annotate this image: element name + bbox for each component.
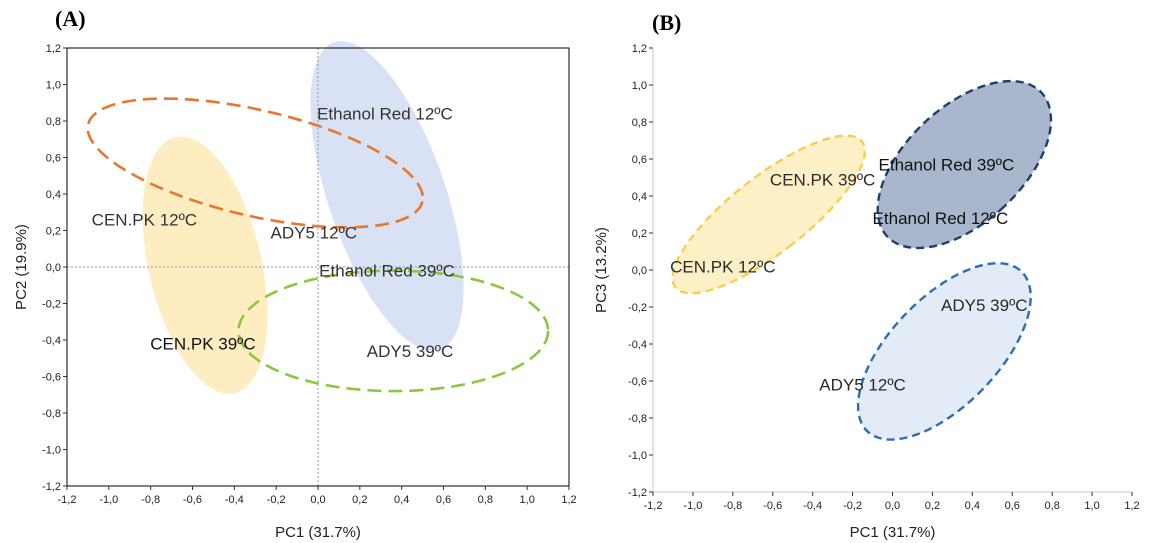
x-tick-label: -0,4 bbox=[803, 500, 822, 512]
y-tick-label: 0,8 bbox=[46, 116, 61, 128]
panel-letter: (B) bbox=[652, 10, 681, 35]
x-tick-label: 0,0 bbox=[885, 500, 900, 512]
y-axis-title: PC3 (13.2%) bbox=[593, 227, 610, 313]
point-label: CEN.PK 12ºC bbox=[670, 257, 775, 276]
x-tick-label: -0,2 bbox=[843, 500, 862, 512]
y-tick-label: -0,2 bbox=[628, 302, 647, 314]
y-tick-label: -1,2 bbox=[42, 481, 61, 493]
y-tick-label: -0,2 bbox=[42, 299, 61, 311]
y-tick-label: 1,2 bbox=[632, 43, 647, 55]
point-label: Ethanol Red 12ºC bbox=[317, 105, 453, 124]
y-tick-label: 0,2 bbox=[46, 226, 61, 238]
point-label: Ethanol Red 39ºC bbox=[879, 156, 1015, 175]
y-tick-label: -0,8 bbox=[628, 413, 647, 425]
y-tick-label: -0,6 bbox=[628, 376, 647, 388]
y-tick-label: 0,0 bbox=[46, 262, 61, 274]
ellipse-39-c bbox=[237, 269, 550, 393]
x-tick-label: 0,0 bbox=[310, 494, 325, 506]
point-label: ADY5 12ºC bbox=[271, 223, 358, 242]
y-tick-label: 0,2 bbox=[632, 228, 647, 240]
x-tick-label: -1,2 bbox=[644, 500, 663, 512]
x-tick-label: 1,0 bbox=[520, 494, 535, 506]
x-tick-label: 1,2 bbox=[561, 494, 576, 506]
x-tick-label: -1,2 bbox=[58, 494, 77, 506]
x-tick-label: -0,6 bbox=[183, 494, 202, 506]
y-tick-label: -1,2 bbox=[628, 487, 647, 499]
y-tick-label: 0,6 bbox=[632, 154, 647, 166]
y-tick-label: 1,0 bbox=[46, 80, 61, 92]
point-label: CEN.PK 39ºC bbox=[150, 335, 255, 354]
x-tick-label: 0,6 bbox=[1005, 500, 1020, 512]
x-tick-label: 0,6 bbox=[436, 494, 451, 506]
y-tick-label: 0,8 bbox=[632, 117, 647, 129]
point-label: Ethanol Red 39ºC bbox=[319, 262, 455, 281]
x-axis-title: PC1 (31.7%) bbox=[850, 524, 936, 541]
y-tick-label: 0,0 bbox=[632, 265, 647, 277]
x-tick-label: 0,8 bbox=[1045, 500, 1060, 512]
point-label: ADY5 12ºC bbox=[819, 376, 906, 395]
point-label: Ethanol Red 12ºC bbox=[873, 209, 1009, 228]
x-axis-title: PC1 (31.7%) bbox=[275, 524, 361, 541]
point-label: ADY5 39ºC bbox=[941, 296, 1028, 315]
y-tick-label: -0,6 bbox=[42, 372, 61, 384]
y-tick-label: 0,4 bbox=[46, 189, 61, 201]
ellipse-ady5 bbox=[856, 262, 1032, 441]
y-axis-title: PC2 (19.9%) bbox=[13, 224, 30, 310]
point-label: CEN.PK 12ºC bbox=[92, 211, 197, 230]
x-tick-label: 0,2 bbox=[925, 500, 940, 512]
ellipse-cen-pk bbox=[671, 134, 867, 295]
ellipse-cen-pk bbox=[142, 136, 268, 394]
x-tick-label: 0,4 bbox=[394, 494, 409, 506]
y-tick-label: -1,0 bbox=[628, 450, 647, 462]
y-tick-label: -1,0 bbox=[42, 445, 61, 457]
point-label: ADY5 39ºC bbox=[367, 342, 454, 361]
y-tick-label: 1,2 bbox=[46, 43, 61, 55]
x-tick-label: -0,4 bbox=[225, 494, 244, 506]
ellipse-ethanol-red bbox=[876, 79, 1053, 250]
x-tick-label: -0,2 bbox=[267, 494, 286, 506]
x-tick-label: 1,2 bbox=[1124, 500, 1139, 512]
x-tick-label: -0,8 bbox=[141, 494, 160, 506]
ellipse-ethanol-red bbox=[310, 41, 464, 351]
ellipse-12-c bbox=[86, 97, 425, 229]
y-tick-label: -0,4 bbox=[42, 335, 61, 347]
x-tick-label: 0,2 bbox=[352, 494, 367, 506]
x-tick-label: -1,0 bbox=[99, 494, 118, 506]
y-tick-label: -0,4 bbox=[628, 339, 647, 351]
y-tick-label: 0,6 bbox=[46, 153, 61, 165]
y-tick-label: -0,8 bbox=[42, 408, 61, 420]
y-tick-label: 1,0 bbox=[632, 80, 647, 92]
x-tick-label: -0,8 bbox=[723, 500, 742, 512]
y-tick-label: 0,4 bbox=[632, 191, 647, 203]
x-tick-label: 0,4 bbox=[965, 500, 980, 512]
chart-panel-a: (A) -1,2 -1,0 -0,8 -0,6 -0,4 -0,2 0,0 0,2 0,4 0,6 0… bbox=[13, 6, 577, 541]
x-tick-label: -0,6 bbox=[763, 500, 782, 512]
x-tick-label: 0,8 bbox=[478, 494, 493, 506]
x-tick-label: -1,0 bbox=[683, 500, 702, 512]
chart-panel-b: (B) -1,2 -1,0 -0,8 -0,6 -0,4 -0,2 0,0 0,2 0,4 0,6 0… bbox=[593, 10, 1140, 541]
point-label: CEN.PK 39ºC bbox=[770, 170, 875, 189]
x-tick-label: 1,0 bbox=[1084, 500, 1099, 512]
panel-letter: (A) bbox=[55, 6, 86, 31]
